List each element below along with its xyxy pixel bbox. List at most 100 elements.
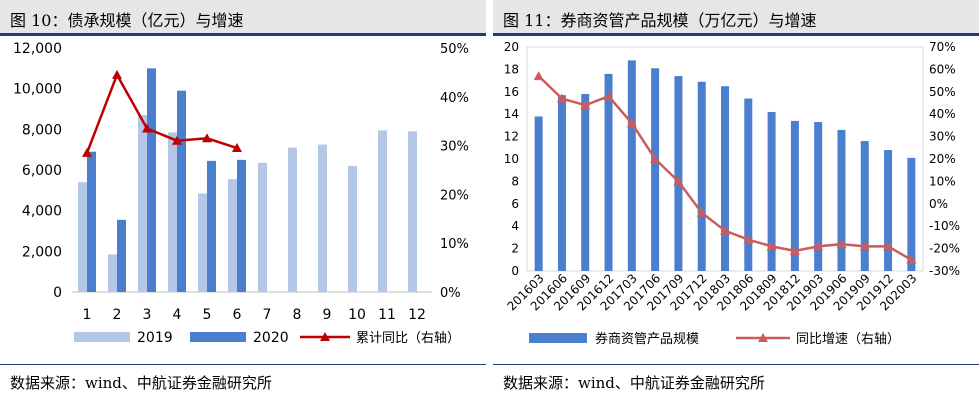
aum-bar [907, 157, 916, 271]
right-y-tick-label: 14 [504, 107, 519, 121]
left-x-tick-label: 1 [83, 307, 92, 323]
bar-2020 [177, 90, 186, 292]
right-y-tick-label: 2 [511, 242, 519, 256]
left-x-tick-label: 11 [378, 307, 396, 323]
bar-2019 [288, 147, 297, 292]
legend-2020-swatch [190, 332, 246, 342]
bar-2019 [78, 182, 87, 292]
legend-line-label: 累计同比（右轴） [356, 331, 460, 346]
bar-2019 [348, 165, 357, 292]
aum-yoy-marker [603, 91, 614, 101]
left-y-tick-label: 6,000 [22, 163, 62, 179]
bar-2020 [117, 219, 126, 292]
cumulative-yoy-line [85, 71, 238, 154]
left-x-tick-label: 6 [233, 307, 242, 323]
aum-yoy-marker [626, 118, 637, 128]
left-y-tick-label: 12,000 [13, 41, 62, 57]
right-y2-tick-label: -20% [929, 242, 960, 256]
aum-bar [814, 122, 823, 271]
right-y-tick-label: 16 [504, 85, 519, 99]
legend-yoy-marker [758, 333, 768, 342]
left-y2-tick-label: 30% [440, 140, 469, 155]
aum-yoy-marker [533, 71, 544, 81]
bar-2019 [138, 115, 147, 292]
cumulative-yoy-marker [82, 147, 92, 157]
left-y-tick-label: 8,000 [22, 122, 62, 138]
left-y2-tick-label: 50% [440, 42, 469, 57]
aum-bar [837, 129, 846, 271]
bar-2019 [108, 254, 117, 292]
cumulative-yoy-marker [202, 133, 212, 143]
aum-bar [604, 73, 613, 271]
cumulative-yoy-marker [142, 123, 152, 133]
left-x-tick-label: 7 [263, 307, 272, 323]
right-y-tick-label: 4 [511, 219, 519, 233]
right-y2-tick-label: 60% [929, 62, 956, 76]
aum-yoy-marker [696, 207, 707, 217]
left-y2-tick-label: 10% [440, 237, 469, 252]
aum-yoy-marker [556, 93, 567, 103]
right-y-tick-label: 6 [511, 197, 519, 211]
bar-2019 [408, 131, 417, 292]
right-y-tick-label: 20 [504, 40, 519, 54]
bar-2019 [378, 130, 387, 292]
aum-bar [790, 120, 799, 271]
aum-bar [534, 116, 543, 271]
cumulative-yoy-marker [112, 69, 122, 79]
right-y2-tick-label: 10% [929, 174, 956, 188]
left-divider [0, 364, 486, 365]
aum-bar [557, 95, 566, 271]
right-y-tick-label: 10 [504, 152, 519, 166]
right-y2-tick-label: -30% [929, 264, 960, 278]
right-y2-tick-label: 70% [929, 40, 956, 54]
right-y-tick-label: 12 [504, 130, 519, 144]
aum-yoy-marker [766, 241, 777, 251]
legend-2020-label: 2020 [253, 330, 289, 346]
right-y2-tick-label: 20% [929, 152, 956, 166]
bar-2020 [147, 68, 156, 292]
right-source-note: 数据来源：wind、中航证券金融研究所 [503, 374, 765, 392]
aum-yoy-marker [836, 239, 847, 249]
right-y2-tick-label: 0% [929, 197, 948, 211]
bar-2020 [207, 160, 216, 292]
bar-2020 [237, 159, 246, 292]
left-chart-svg: 0 2,000 4,000 6,000 8,000 10,000 12,000 0% 10% 20… [13, 41, 469, 346]
left-y-tick-label: 0 [53, 285, 62, 301]
aum-yoy-marker [789, 245, 800, 255]
aum-yoy-marker [906, 254, 917, 264]
legend-line-marker [320, 332, 330, 341]
right-y2-tick-label: 40% [929, 107, 956, 121]
left-x-tick-label: 10 [348, 307, 366, 323]
left-source-note: 数据来源：wind、中航证券金融研究所 [10, 374, 272, 392]
left-x-tick-label: 2 [113, 307, 122, 323]
bar-2019 [198, 193, 207, 292]
left-chart-title-bar: 图 10：债承规模（亿元）与增速 [0, 0, 486, 36]
left-y2-tick-label: 40% [440, 91, 469, 106]
right-y2-tick-label: -10% [929, 219, 960, 233]
legend-yoy-label: 同比增速（右轴） [796, 332, 900, 347]
aum-bar [860, 141, 869, 271]
aum-yoy-marker [743, 234, 754, 244]
aum-yoy-marker [859, 241, 870, 251]
bar-2019 [258, 162, 267, 292]
aum-bar [767, 111, 776, 272]
right-divider [493, 364, 979, 365]
bar-2019 [228, 179, 237, 292]
bar-2020 [87, 151, 96, 292]
left-chart-panel: 图 10：债承规模（亿元）与增速 0 2,000 4,000 6,000 8,000 10… [0, 0, 486, 407]
left-y-tick-label: 2,000 [22, 244, 62, 260]
aum-bar [744, 98, 753, 271]
left-x-tick-label: 8 [293, 307, 302, 323]
left-x-tick-label: 12 [408, 307, 426, 323]
cumulative-yoy-marker [232, 143, 242, 153]
right-chart-title-bar: 图 11：券商资管产品规模（万亿元）与增速 [493, 0, 979, 36]
left-x-tick-label: 9 [323, 307, 332, 323]
left-x-tick-label: 3 [143, 307, 152, 323]
right-chart-title: 图 11：券商资管产品规模（万亿元）与增速 [503, 11, 817, 30]
legend-aum-label: 券商资管产品规模 [595, 331, 699, 347]
left-chart-title: 图 10：债承规模（亿元）与增速 [10, 11, 244, 30]
aum-yoy-marker [650, 154, 661, 163]
aum-bar [697, 81, 706, 271]
left-x-tick-label: 4 [173, 307, 182, 323]
aum-yoy-marker [720, 225, 730, 235]
